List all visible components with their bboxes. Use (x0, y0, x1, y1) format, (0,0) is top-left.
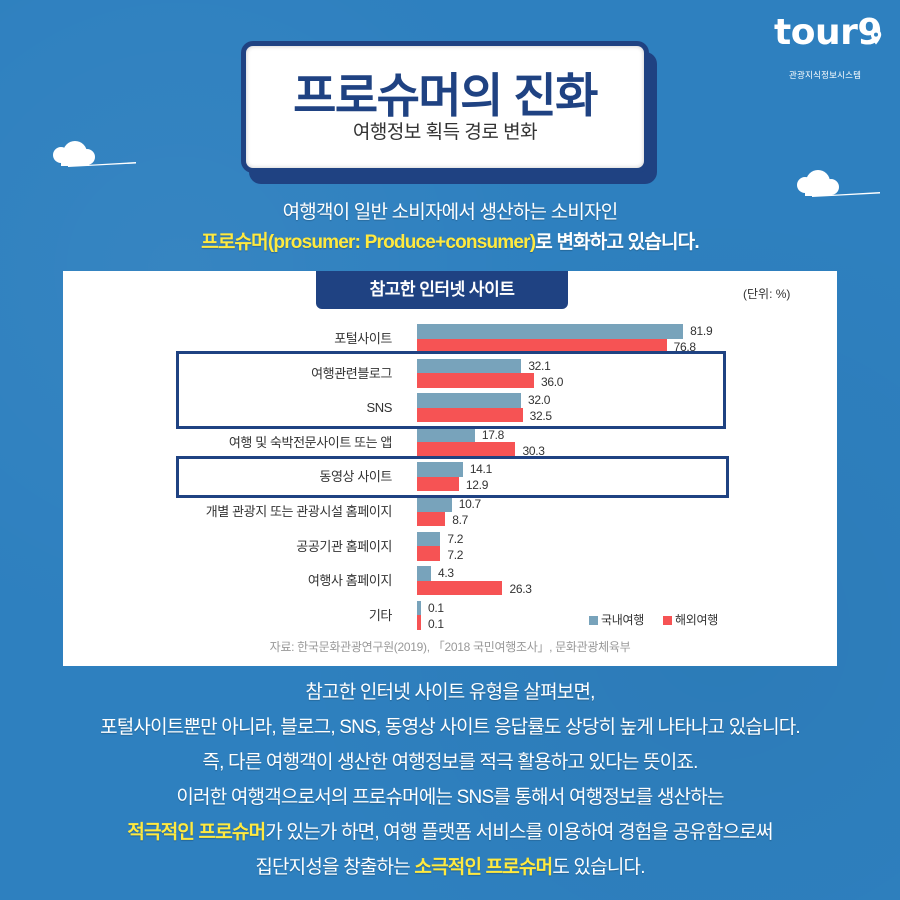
intro-line-2: 프로슈머(prosumer: Produce+consumer)로 변화하고 있… (0, 228, 900, 258)
unit-label: (단위: %) (743, 287, 791, 301)
bar-overseas (417, 511, 446, 526)
chart-row: SNS 32.0 32.5 (63, 393, 837, 424)
legend-label: 국내여행 (601, 613, 644, 627)
bar-domestic (417, 497, 452, 512)
value-label-domestic: 7.2 (447, 531, 464, 546)
highlight-box-blog-sns (176, 351, 726, 429)
value-label-overseas: 0.1 (428, 616, 444, 631)
legend-swatch-domestic (589, 616, 598, 625)
body-line-1: 참고한 인터넷 사이트 유형을 살펴보면, (305, 682, 595, 703)
bar-domestic (417, 462, 463, 477)
value-label-overseas: 30.3 (522, 443, 545, 458)
intro-line-1: 여행객이 일반 소비자에서 생산하는 소비자인 (282, 202, 619, 223)
chart-row: 여행 및 숙박전문사이트 또는 앱 17.8 30.3 (63, 427, 837, 458)
category-label: 개별 관광지 또는 관광시설 홈페이지 (205, 504, 393, 519)
category-label: 여행사 홈페이지 (307, 573, 393, 589)
bar-domestic (417, 324, 684, 339)
value-label-domestic: 4.3 (437, 566, 454, 581)
bar-domestic (417, 427, 475, 443)
value-label-domestic: 0.1 (428, 600, 444, 615)
passive-prosumer-highlight: 소극적인 프로슈머 (414, 857, 553, 878)
chart-row: 동영상 사이트 14.1 12.9 (63, 462, 837, 493)
tour9-logo[interactable]: tour9 관광지식정보시스템 (772, 12, 892, 87)
bar-domestic (417, 393, 521, 408)
body-text: 참고한 인터넷 사이트 유형을 살펴보면, 포털사이트뿐만 아니라, 블로그, … (0, 675, 900, 885)
value-label-overseas: 8.7 (452, 513, 469, 527)
active-prosumer-highlight: 적극적인 프로슈머 (127, 822, 266, 843)
logo-wordmark: tour9 (774, 12, 882, 53)
value-label-domestic: 17.8 (481, 427, 504, 442)
bar-overseas (417, 338, 667, 353)
title-card: 프로슈머의 진화 여행정보 획득 경로 변화 (241, 41, 649, 173)
legend-swatch-overseas (663, 616, 672, 625)
location-pin-icon (870, 29, 882, 45)
category-label: 기타 (368, 607, 393, 623)
value-label-overseas: 12.9 (465, 478, 489, 493)
bar-domestic (417, 358, 522, 374)
body-line-6: 집단지성을 창출하는 소극적인 프로슈머도 있습니다. (0, 850, 900, 885)
body-line-6-rest: 도 있습니다. (552, 857, 645, 878)
body-line-6-pre: 집단지성을 창출하는 (255, 857, 415, 878)
value-label-overseas: 36.0 (541, 374, 564, 389)
prosumer-highlight: 프로슈머(prosumer: Produce+consumer) (201, 232, 536, 253)
bar-overseas (417, 407, 523, 423)
chart-row: 공공기관 홈페이지 7.2 7.2 (63, 531, 837, 562)
category-label: 동영상 사이트 (319, 469, 392, 485)
value-label-domestic: 81.9 (690, 324, 713, 338)
cloud-icon-right (797, 170, 880, 197)
chart-row: 포털사이트 81.9 76.8 (63, 324, 837, 354)
legend-label: 해외여행 (675, 613, 718, 627)
bar-domestic (417, 600, 421, 616)
category-label: SNS (366, 400, 392, 416)
bar-overseas (417, 615, 421, 630)
cloud-icon-left (53, 141, 136, 167)
logo-subtitle: 관광지식정보시스템 (789, 70, 862, 80)
bar-overseas (417, 580, 503, 596)
bar-chart-panel: 참고한 인터넷 사이트 (단위: %) 포털사이트 81.9 76.8 여행관련… (63, 271, 837, 666)
category-label: 공공기관 홈페이지 (296, 538, 392, 554)
body-line-5-rest: 가 있는가 하면, 여행 플랫폼 서비스를 이용하여 경험을 공유함으로써 (265, 822, 773, 843)
source-citation: 자료: 한국문화관광연구원(2019), 「2018 국민여행조사」, 문화관광… (269, 640, 631, 654)
chart-row: 여행사 홈페이지 4.3 26.3 (63, 566, 837, 597)
category-label: 포털사이트 (334, 331, 392, 346)
bar-overseas (417, 476, 459, 492)
bar-domestic (417, 531, 441, 547)
category-label: 여행 및 숙박전문사이트 또는 앱 (228, 434, 393, 450)
intro-text: 여행객이 일반 소비자에서 생산하는 소비자인 프로슈머(prosumer: P… (0, 198, 900, 258)
bar-overseas (417, 546, 441, 561)
value-label-overseas: 7.2 (447, 547, 464, 562)
value-label-overseas: 32.5 (529, 409, 552, 424)
page-subtitle: 여행정보 획득 경로 변화 (352, 122, 538, 143)
chart-row: 개별 관광지 또는 관광시설 홈페이지 10.7 8.7 (63, 497, 837, 527)
intro-line-2-rest: 로 변화하고 있습니다. (535, 232, 699, 253)
chart-title: 참고한 인터넷 사이트 (316, 271, 568, 309)
page-title: 프로슈머의 진화 (293, 69, 598, 122)
value-label-domestic: 14.1 (469, 462, 492, 477)
chart-row: 여행관련블로그 32.1 36.0 (63, 358, 837, 389)
body-line-5: 적극적인 프로슈머가 있는가 하면, 여행 플랫폼 서비스를 이용하여 경험을 … (0, 815, 900, 850)
category-label: 여행관련블로그 (311, 365, 392, 381)
body-line-2: 포털사이트뿐만 아니라, 블로그, SNS, 동영상 사이트 응답률도 상당히 … (100, 717, 801, 738)
value-label-overseas: 26.3 (509, 582, 532, 597)
value-label-domestic: 32.0 (528, 393, 551, 408)
value-label-domestic: 32.1 (528, 358, 551, 373)
body-line-4: 이러한 여행객으로서의 프로슈머에는 SNS를 통해서 여행정보를 생산하는 (176, 787, 724, 808)
chart-row: 기타 0.1 0.1 (63, 600, 837, 631)
value-label-overseas: 76.8 (673, 340, 696, 354)
value-label-domestic: 10.7 (458, 497, 481, 511)
body-line-3: 즉, 다른 여행객이 생산한 여행정보를 적극 활용하고 있다는 뜻이죠. (202, 752, 698, 773)
bar-domestic (417, 566, 431, 581)
bar-overseas (417, 373, 534, 388)
highlight-box-video (176, 456, 729, 498)
bar-overseas (417, 442, 516, 457)
